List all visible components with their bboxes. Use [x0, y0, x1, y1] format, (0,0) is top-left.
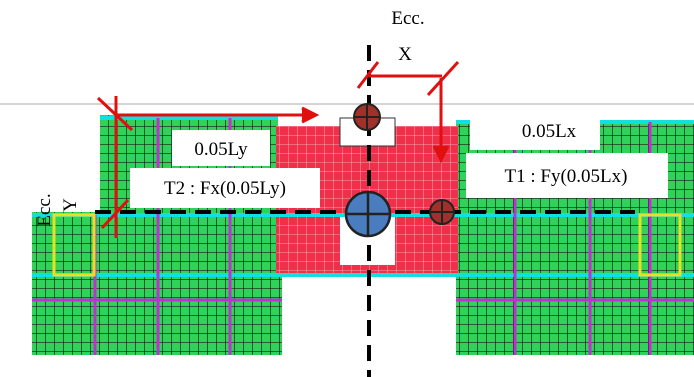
ecc-y-axis: Y	[60, 198, 81, 212]
ecc-x-distance: 0.05Lx	[522, 121, 577, 142]
ecc-x-torsion: T1 : Fy(0.05Lx)	[505, 166, 628, 187]
ecc-y-label: Ecc.	[34, 193, 55, 226]
diagram: Ecc. X 0.05Ly T2 : Fx(0.05Ly) 0.05Lx T1 …	[0, 0, 694, 377]
ecc-x-axis: X	[398, 44, 412, 65]
ecc-y-torsion: T2 : Fx(0.05Ly)	[164, 178, 286, 199]
ecc-y-distance: 0.05Ly	[194, 139, 248, 160]
ecc-x-label: Ecc.	[391, 8, 424, 29]
page: Ecc. X 0.05Ly T2 : Fx(0.05Ly) 0.05Lx T1 …	[0, 0, 694, 377]
